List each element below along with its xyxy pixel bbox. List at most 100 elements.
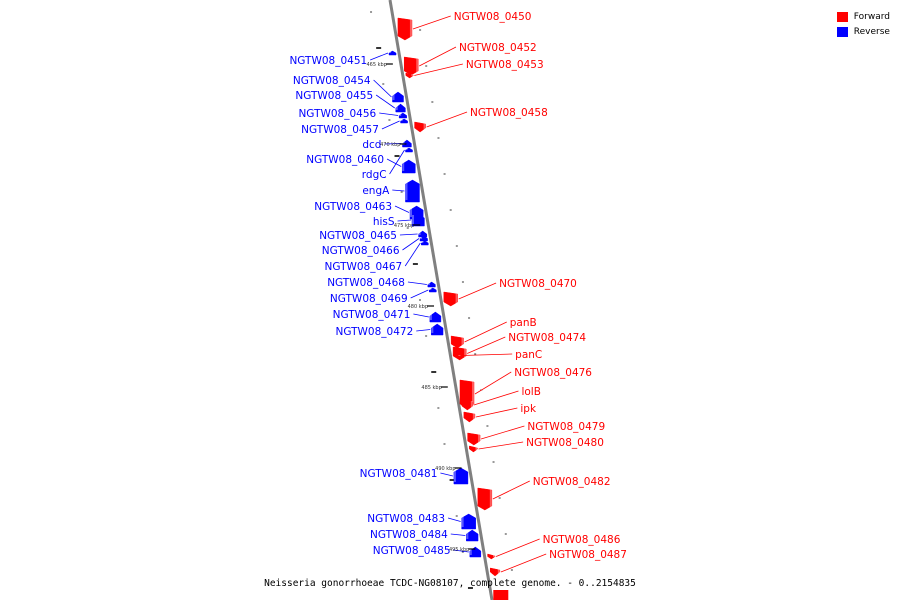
gene-label-NGTW08_0485[interactable]: NGTW08_0485: [373, 545, 451, 557]
gene-label-panB[interactable]: panB: [510, 317, 537, 329]
gene-label-NGTW08_0470[interactable]: NGTW08_0470: [499, 278, 577, 290]
gene-label-NGTW08_0486[interactable]: NGTW08_0486: [543, 534, 621, 546]
gene-label-dcd[interactable]: dcd: [362, 139, 381, 151]
legend-label-reverse: Reverse: [853, 26, 890, 37]
leader-line: [492, 480, 530, 500]
gene-feature-NGTW08_0479[interactable]: [467, 432, 481, 446]
leader-line: [404, 242, 421, 267]
gene-feature-NGTW08_0454[interactable]: [392, 91, 404, 103]
gene-feature-shade: [395, 105, 398, 110]
leader-line: [440, 472, 454, 477]
leader-line: [474, 371, 512, 395]
gene-label-NGTW08_0465[interactable]: NGTW08_0465: [319, 230, 397, 242]
gene-label-NGTW08_0453[interactable]: NGTW08_0453: [466, 59, 544, 71]
gene-feature-NGTW08_0487[interactable]: [489, 567, 501, 577]
gene-feature-shade: [461, 515, 464, 527]
gene-feature-panB[interactable]: [450, 335, 464, 349]
gene-label-NGTW08_0466[interactable]: NGTW08_0466: [322, 245, 400, 257]
leader-line: [379, 112, 399, 116]
gene-feature-NGTW08_0453[interactable]: [405, 72, 414, 79]
gene-feature-rdgC[interactable]: [405, 147, 413, 153]
gene-feature-ipk[interactable]: [463, 411, 476, 423]
gene-feature-NGTW08_0480[interactable]: [469, 445, 478, 453]
gene-label-NGTW08_0472[interactable]: NGTW08_0472: [336, 326, 414, 338]
leader-line: [381, 120, 400, 130]
gene-feature-NGTW08_0483[interactable]: [461, 513, 476, 530]
gene-feature-shade: [418, 232, 421, 235]
gene-label-NGTW08_0457[interactable]: NGTW08_0457: [301, 124, 379, 136]
gene-feature-NGTW08_0486[interactable]: [487, 553, 496, 560]
gene-label-NGTW08_0480[interactable]: NGTW08_0480: [526, 437, 604, 449]
gene-feature-NGTW08_0484[interactable]: [466, 529, 479, 542]
gene-feature-shade: [458, 355, 461, 356]
gene-label-NGTW08_0479[interactable]: NGTW08_0479: [527, 421, 605, 433]
scale-label-465kbp: 465 kbp: [366, 62, 386, 68]
gene-label-NGTW08_0460[interactable]: NGTW08_0460: [306, 154, 384, 166]
gene-label-ipk[interactable]: ipk: [520, 403, 537, 415]
gene-label-lolB[interactable]: lolB: [521, 386, 540, 398]
leader-line: [450, 533, 466, 536]
leader-line: [399, 233, 418, 236]
gene-feature-shade: [402, 161, 405, 171]
leader-line: [416, 329, 431, 332]
gene-feature-NGTW08_0460[interactable]: [401, 159, 416, 174]
gene-label-NGTW08_0463[interactable]: NGTW08_0463: [314, 201, 392, 213]
gene-label-NGTW08_0471[interactable]: NGTW08_0471: [333, 309, 411, 321]
gene-feature-NGTW08_0458[interactable]: [414, 121, 426, 133]
gene-feature-NGTW08_0471[interactable]: [429, 311, 442, 323]
gene-label-NGTW08_0469[interactable]: NGTW08_0469: [330, 293, 408, 305]
leader-line: [419, 46, 457, 67]
leader-line: [410, 289, 429, 299]
gene-feature-NGTW08_0469[interactable]: [429, 287, 437, 293]
gene-feature-hisS[interactable]: [411, 213, 425, 227]
gene-feature-NGTW08_0467[interactable]: [421, 240, 429, 246]
gene-feature-NGTW08_0481[interactable]: [453, 467, 469, 485]
gene-feature-NGTW08_0472[interactable]: [431, 323, 444, 336]
gene-label-NGTW08_0454[interactable]: NGTW08_0454: [293, 75, 371, 87]
gene-feature-NGTW08_0468[interactable]: [427, 281, 436, 288]
gene-feature-NGTW08_0451[interactable]: [388, 50, 397, 56]
gene-feature-NGTW08_0457[interactable]: [400, 118, 408, 124]
gene-label-panC[interactable]: panC: [515, 349, 542, 361]
gene-label-NGTW08_0474[interactable]: NGTW08_0474: [508, 332, 586, 344]
gene-label-NGTW08_0458[interactable]: NGTW08_0458: [470, 107, 548, 119]
gene-label-rdgC[interactable]: rdgC: [362, 169, 387, 181]
gene-feature-NGTW08_0455[interactable]: [395, 103, 406, 113]
leader-line: [370, 52, 389, 61]
gene-feature-shade: [410, 207, 413, 217]
gene-label-NGTW08_0487[interactable]: NGTW08_0487: [549, 549, 627, 561]
gene-label-NGTW08_0451[interactable]: NGTW08_0451: [289, 55, 367, 67]
gene-feature-shade: [389, 52, 392, 53]
gene-label-NGTW08_0483[interactable]: NGTW08_0483: [367, 513, 445, 525]
gene-feature-NGTW08_0482[interactable]: [477, 487, 493, 511]
gene-label-NGTW08_0452[interactable]: NGTW08_0452: [459, 42, 537, 54]
gene-feature-engA[interactable]: [405, 179, 420, 203]
gene-label-NGTW08_0482[interactable]: NGTW08_0482: [533, 476, 611, 488]
gene-feature-panC[interactable]: [453, 353, 461, 358]
leader-line: [412, 15, 451, 30]
gene-feature-NGTW08_0450[interactable]: [397, 17, 413, 41]
gene-label-NGTW08_0456[interactable]: NGTW08_0456: [298, 108, 376, 120]
gene-feature-lolB[interactable]: [461, 399, 474, 411]
gene-feature-dcd[interactable]: [402, 139, 412, 148]
gene-label-NGTW08_0450[interactable]: NGTW08_0450: [454, 11, 532, 23]
gene-label-NGTW08_0481[interactable]: NGTW08_0481: [360, 468, 438, 480]
gene-feature-shade: [409, 19, 412, 38]
gene-feature-NGTW08_0470[interactable]: [443, 291, 458, 307]
gene-feature-NGTW08_0456[interactable]: [398, 112, 407, 119]
gene-label-engA[interactable]: engA: [362, 185, 390, 197]
leader-line: [464, 321, 507, 343]
gene-feature-NGTW08_0466[interactable]: [419, 235, 428, 242]
gene-label-hisS[interactable]: hisS: [373, 216, 395, 228]
gene-feature-shade: [420, 237, 423, 239]
gene-label-NGTW08_0476[interactable]: NGTW08_0476: [514, 367, 592, 379]
gene-feature-shade: [412, 215, 414, 224]
gene-feature-NGTW08_0452[interactable]: [403, 56, 419, 76]
tick-marks: [370, 11, 513, 589]
gene-label-NGTW08_0455[interactable]: NGTW08_0455: [295, 90, 373, 102]
gene-label-NGTW08_0468[interactable]: NGTW08_0468: [327, 277, 405, 289]
gene-label-NGTW08_0467[interactable]: NGTW08_0467: [324, 261, 402, 273]
gene-feature-shade: [453, 469, 456, 482]
gene-label-NGTW08_0484[interactable]: NGTW08_0484: [370, 529, 448, 541]
gene-feature-shade: [423, 123, 426, 130]
